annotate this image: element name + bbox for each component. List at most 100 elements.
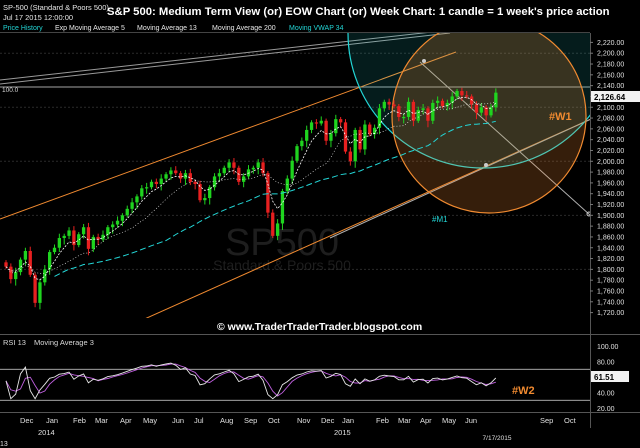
rsi-value-tag <box>591 371 629 382</box>
x-tick-label: Sep <box>540 416 553 425</box>
candle-body <box>436 100 440 103</box>
candle-body <box>382 101 386 109</box>
y-tick-label: 2,220.00 <box>597 40 624 47</box>
candle-body <box>368 124 372 135</box>
last-price-tag <box>591 91 640 102</box>
candle-body <box>62 235 66 239</box>
candle-body <box>339 119 343 123</box>
hundred-label: 100.0 <box>2 87 19 94</box>
channel-lower <box>145 118 590 318</box>
candle-body <box>198 183 202 201</box>
legend-item: Moving VWAP 34 <box>289 25 344 32</box>
candle-body <box>91 236 95 249</box>
y-tick-label: 1,760.00 <box>597 288 624 295</box>
moving-average-lines <box>5 96 497 281</box>
y-tick-label: 1,960.00 <box>597 180 624 187</box>
x-tick-label: Mar <box>95 416 108 425</box>
rsi-tick-label: 100.00 <box>597 344 619 351</box>
anchor-point <box>586 211 590 217</box>
candle-body <box>411 101 416 121</box>
website-label: © www.TraderTraderTrader.blogspot.com <box>217 321 422 333</box>
y-tick-label: 1,780.00 <box>597 278 624 285</box>
x-tick-label: Oct <box>564 416 577 425</box>
candle-body <box>193 181 197 184</box>
y-tick-label: 2,040.00 <box>597 137 624 144</box>
candle-body <box>106 227 110 235</box>
candle-body <box>348 151 352 162</box>
long-trendline-2 <box>0 33 428 81</box>
candle-body <box>208 187 212 199</box>
candle-body <box>96 236 100 240</box>
candle-body <box>266 173 270 213</box>
candle-body <box>460 91 464 96</box>
candle-body <box>275 223 280 236</box>
y-tick-label: 1,980.00 <box>597 170 624 177</box>
legend-item: Exp Moving Average 5 <box>55 25 125 32</box>
candle-body <box>343 122 348 152</box>
candle-body <box>188 173 192 182</box>
candle-body <box>479 107 483 113</box>
candle-body <box>416 109 420 121</box>
candle-body <box>489 107 493 116</box>
candle-body <box>149 181 154 188</box>
x-tick-label: Feb <box>73 416 86 425</box>
x-tick-label: 13 <box>0 441 8 448</box>
y-tick-label: 1,880.00 <box>597 224 624 231</box>
rsi-tick-label: 40.00 <box>597 391 615 398</box>
candle-body <box>130 202 134 209</box>
candle-body <box>227 162 231 168</box>
m1-cycle-circle <box>347 33 590 169</box>
x-tick-label: Jan <box>342 416 354 425</box>
x-tick-label: Feb <box>376 416 389 425</box>
candle-body <box>300 140 304 147</box>
candle-body <box>290 160 294 179</box>
long-trendline <box>0 33 451 85</box>
candle-body <box>178 173 183 179</box>
x-tick-label: Apr <box>420 416 432 425</box>
rsi-tick-label: 80.00 <box>597 360 615 367</box>
y-tick-label: 1,920.00 <box>597 202 624 209</box>
y-tick-label: 1,940.00 <box>597 191 624 198</box>
legend-item: Moving Average 13 <box>137 25 197 32</box>
candle-body <box>445 102 449 107</box>
price-axis: 1,720.00 1,740.00 1,760.00 1,780.00 1,800.00… <box>590 40 624 317</box>
candle-body <box>43 269 47 283</box>
candle-body <box>23 250 28 260</box>
rsi-tick-label: 20.00 <box>597 406 615 413</box>
rsi-lines <box>5 362 497 400</box>
candle-body <box>465 95 469 97</box>
y-tick-label: 1,900.00 <box>597 213 624 220</box>
candle-body <box>159 178 163 184</box>
candle-body <box>431 102 435 121</box>
candle-body <box>280 191 285 224</box>
candle-body <box>52 247 57 253</box>
candle-body <box>72 230 76 246</box>
x-tick-label: Oct <box>268 416 281 425</box>
trend-drawings <box>0 33 590 318</box>
rsi-value: 61.51 <box>594 373 615 382</box>
candle-body <box>319 120 323 124</box>
x-tick-label: Jun <box>172 416 184 425</box>
candle-body <box>38 282 42 303</box>
gray-support-line <box>329 119 590 239</box>
candle-body <box>372 127 377 135</box>
candle-body <box>232 162 236 168</box>
x-tick-label: Jan <box>46 416 58 425</box>
candle-body <box>450 96 454 103</box>
rsi-line <box>5 362 497 400</box>
candle-body <box>28 250 32 275</box>
x-tick-label: May <box>143 416 157 425</box>
y-tick-label: 2,180.00 <box>597 62 624 69</box>
candle-body <box>125 208 129 216</box>
candle-body <box>86 227 91 249</box>
date-label: Jul 17 2015 12:00:00 <box>3 13 73 22</box>
candle-body <box>242 176 246 182</box>
x-tick-label: Apr <box>120 416 132 425</box>
y-tick-label: 1,820.00 <box>597 256 624 263</box>
m1-label: #M1 <box>432 215 448 224</box>
candle-body <box>324 120 328 141</box>
candle-body <box>329 133 333 141</box>
channel-upper <box>0 51 457 220</box>
candle-body <box>212 176 217 188</box>
